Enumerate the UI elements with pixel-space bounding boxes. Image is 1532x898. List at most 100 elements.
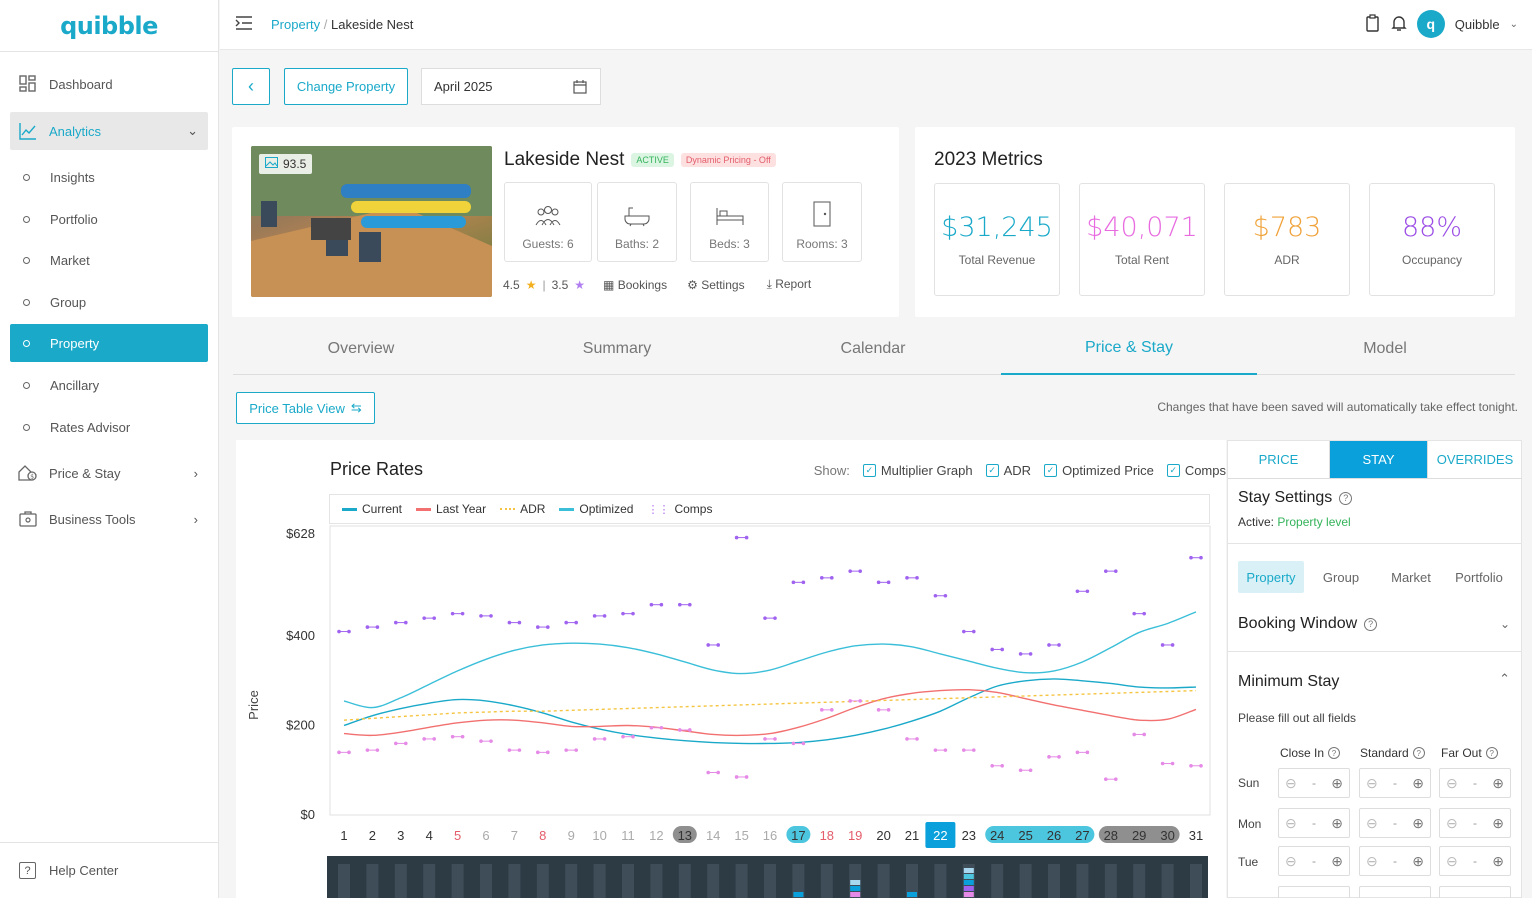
sidebar-item-insights[interactable]: Insights: [10, 158, 208, 196]
stepper-value[interactable]: -: [1312, 816, 1316, 830]
bell-icon[interactable]: [1391, 14, 1407, 35]
segment-price[interactable]: PRICE: [1228, 441, 1330, 479]
report-link[interactable]: ⤓ Report: [767, 277, 812, 292]
change-property-button[interactable]: Change Property: [284, 68, 408, 105]
chevron-down-icon[interactable]: ⌄: [1509, 18, 1518, 30]
price-table-view-button[interactable]: Price Table View ⇆: [236, 392, 375, 424]
min-stay-stepper[interactable]: [1278, 886, 1350, 898]
minus-icon[interactable]: ⊖: [1285, 852, 1297, 869]
sidebar-item-market[interactable]: Market: [10, 241, 208, 279]
sidebar-item-dashboard[interactable]: Dashboard: [10, 65, 208, 103]
stepper-value[interactable]: -: [1473, 816, 1477, 830]
sidebar-item-group[interactable]: Group: [10, 283, 208, 321]
stepper-value[interactable]: -: [1393, 816, 1397, 830]
help-circle-icon[interactable]: ?: [1339, 491, 1353, 505]
breadcrumb-link[interactable]: Property: [271, 17, 321, 32]
min-stay-stepper[interactable]: ⊖ - ⊕: [1439, 808, 1511, 838]
min-stay-stepper[interactable]: ⊖ - ⊕: [1439, 768, 1511, 798]
plus-icon[interactable]: ⊕: [1492, 852, 1504, 869]
minus-icon[interactable]: ⊖: [1446, 774, 1458, 791]
plus-icon[interactable]: ⊕: [1331, 814, 1343, 831]
comps-point: [450, 611, 455, 616]
tab-overview[interactable]: Overview: [327, 339, 395, 357]
tab-calendar[interactable]: Calendar: [840, 339, 906, 357]
plus-icon[interactable]: ⊕: [1492, 814, 1504, 831]
stepper-value[interactable]: -: [1393, 776, 1397, 790]
sidebar-item-property[interactable]: Property: [10, 324, 208, 362]
min-stay-stepper[interactable]: ⊖ - ⊕: [1278, 768, 1350, 798]
quibble-logo[interactable]: quibble: [0, 0, 218, 52]
plus-icon[interactable]: ⊕: [1492, 774, 1504, 791]
clipboard-icon[interactable]: [1365, 13, 1381, 35]
plus-icon[interactable]: ⊕: [1412, 774, 1424, 791]
min-stay-stepper[interactable]: ⊖ - ⊕: [1359, 846, 1431, 876]
min-stay-stepper[interactable]: ⊖ - ⊕: [1278, 846, 1350, 876]
min-stay-stepper[interactable]: ⊖ - ⊕: [1278, 808, 1350, 838]
minimum-stay-section[interactable]: Minimum Stay ⌃: [1238, 671, 1510, 691]
help-circle-icon[interactable]: ?: [1328, 747, 1341, 759]
sidebar-item-ancillary[interactable]: Ancillary: [10, 366, 208, 404]
stepper-value[interactable]: -: [1312, 776, 1316, 790]
scope-market[interactable]: Market: [1391, 569, 1431, 585]
sidebar-item-rates-advisor[interactable]: Rates Advisor: [10, 408, 208, 446]
segment-stay[interactable]: STAY: [1330, 441, 1427, 479]
plus-icon[interactable]: ⊕: [1331, 774, 1343, 791]
plus-icon[interactable]: ⊕: [1412, 852, 1424, 869]
help-center-link[interactable]: ? Help Center: [0, 842, 219, 898]
active-label: Active:: [1238, 515, 1275, 529]
avatar[interactable]: q: [1416, 10, 1445, 38]
scope-group[interactable]: Group: [1322, 569, 1360, 585]
tab-summary[interactable]: Summary: [582, 339, 652, 357]
stepper-value[interactable]: -: [1312, 854, 1316, 868]
min-stay-stepper[interactable]: [1359, 886, 1431, 898]
legend-adr[interactable]: ADR: [500, 502, 545, 516]
minus-icon[interactable]: ⊖: [1366, 814, 1378, 831]
tab-model[interactable]: Model: [1363, 339, 1407, 357]
legend-optimized[interactable]: Optimized: [559, 502, 633, 516]
back-button[interactable]: ‹: [232, 68, 270, 105]
help-circle-icon[interactable]: ?: [1364, 617, 1378, 631]
plus-icon[interactable]: ⊕: [1412, 814, 1424, 831]
bookings-link[interactable]: ▦ Bookings: [603, 278, 667, 292]
selected-day: [925, 822, 956, 848]
minus-icon[interactable]: ⊖: [1285, 774, 1297, 791]
toggle-multiplier-graph[interactable]: ✓ Multiplier Graph: [862, 463, 973, 478]
stepper-value[interactable]: -: [1393, 854, 1397, 868]
sidebar-item-portfolio[interactable]: Portfolio: [10, 200, 208, 238]
minus-icon[interactable]: ⊖: [1285, 814, 1297, 831]
min-stay-stepper[interactable]: ⊖ - ⊕: [1359, 768, 1431, 798]
month-picker[interactable]: April 2025: [421, 68, 601, 105]
legend-comps[interactable]: ⋮⋮ Comps: [647, 502, 713, 516]
menu-toggle-icon[interactable]: [235, 15, 253, 36]
min-stay-stepper[interactable]: ⊖ - ⊕: [1359, 808, 1431, 838]
user-name[interactable]: Quibble: [1454, 16, 1500, 32]
legend-last-year[interactable]: Last Year: [416, 502, 486, 516]
tab-price-stay[interactable]: Price & Stay: [1001, 322, 1257, 375]
property-photo[interactable]: 93.5: [251, 146, 492, 297]
stepper-value[interactable]: -: [1473, 854, 1477, 868]
scope-property[interactable]: Property: [1238, 561, 1304, 593]
help-circle-icon[interactable]: ?: [1412, 747, 1425, 759]
comps-point: [564, 620, 568, 625]
min-stay-stepper[interactable]: ⊖ - ⊕: [1439, 846, 1511, 876]
sidebar-item-analytics[interactable]: Analytics ⌄: [10, 112, 208, 150]
minus-icon[interactable]: ⊖: [1446, 814, 1458, 831]
minus-icon[interactable]: ⊖: [1366, 852, 1378, 869]
segment-overrides[interactable]: OVERRIDES: [1427, 441, 1522, 479]
toggle-optimized-price[interactable]: ✓ Optimized Price: [1044, 463, 1154, 478]
plus-icon[interactable]: ⊕: [1331, 852, 1343, 869]
toggle-comps[interactable]: ✓ Comps: [1166, 463, 1226, 478]
minus-icon[interactable]: ⊖: [1366, 774, 1378, 791]
scope-portfolio[interactable]: Portfolio: [1455, 569, 1503, 585]
min-stay-stepper[interactable]: [1439, 886, 1511, 898]
comps-point: [763, 616, 767, 620]
sidebar-item-price-stay[interactable]: $ Price & Stay ›: [10, 454, 208, 492]
minus-icon[interactable]: ⊖: [1446, 852, 1458, 869]
settings-link[interactable]: ⚙ Settings: [687, 278, 744, 292]
stepper-value[interactable]: -: [1473, 776, 1477, 790]
legend-current[interactable]: Current: [342, 502, 402, 516]
toggle-adr[interactable]: ✓ ADR: [985, 463, 1031, 478]
booking-window-section[interactable]: Booking Window ? ⌄: [1238, 615, 1510, 633]
sidebar-item-business-tools[interactable]: Business Tools ›: [10, 500, 208, 538]
help-circle-icon[interactable]: ?: [1485, 747, 1498, 759]
